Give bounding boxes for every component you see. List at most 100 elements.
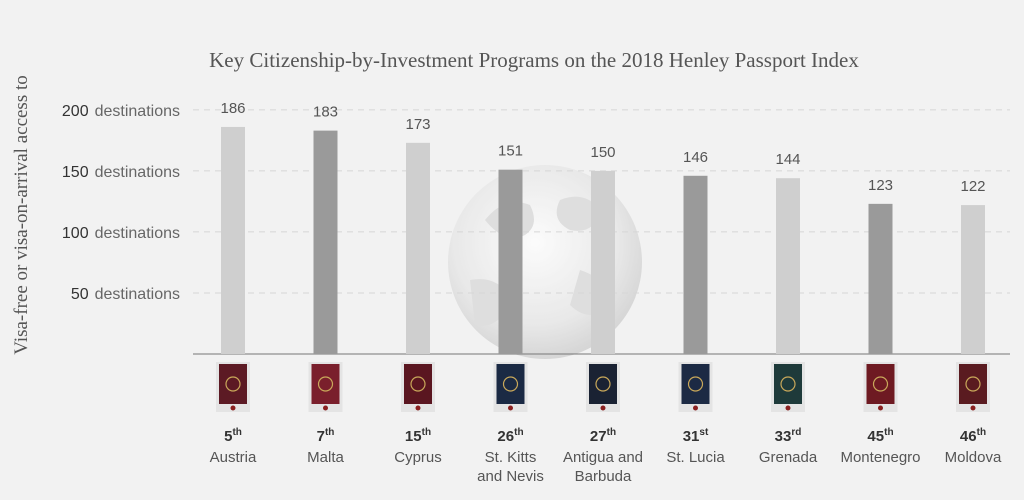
- passport-cover: [311, 364, 340, 404]
- country-label: and Nevis: [477, 468, 544, 485]
- y-tick-label: 100 destinations: [62, 225, 180, 242]
- rank-label: 5th: [224, 427, 242, 445]
- y-tick-value: 150: [62, 164, 89, 181]
- y-tick-unit: destinations: [95, 286, 180, 303]
- rank-number: 27: [590, 428, 607, 445]
- passport-icon: [401, 362, 435, 412]
- bar-value-label: 122: [960, 178, 985, 195]
- rank-number: 5: [224, 428, 232, 445]
- y-axis-label: Visa-free or visa-on-arrival access to: [11, 75, 32, 355]
- passport-cover: [959, 364, 987, 404]
- passport-cover: [774, 364, 802, 404]
- country-label: Antigua and: [563, 449, 643, 466]
- country-label: Malta: [307, 449, 344, 466]
- y-tick-value: 50: [71, 286, 89, 303]
- rank-suffix: st: [699, 427, 709, 438]
- rank-suffix: th: [607, 427, 616, 438]
- passport-mark: [323, 405, 328, 411]
- rank-suffix: th: [422, 427, 431, 438]
- passport-icon: [863, 362, 898, 412]
- passport-emblem: [872, 376, 889, 392]
- passport-emblem: [502, 376, 519, 392]
- passport-icon: [586, 362, 620, 412]
- rank-suffix: th: [232, 427, 241, 438]
- rank-label: 27th: [590, 427, 616, 445]
- bar-value-label: 144: [775, 151, 800, 168]
- bar-value-label: 151: [498, 143, 523, 160]
- bar-value-label: 150: [590, 144, 615, 161]
- passport-emblem: [410, 376, 426, 392]
- rank-label: 31st: [683, 427, 709, 445]
- bar: [776, 178, 800, 354]
- bar-value-label: 123: [868, 177, 893, 194]
- y-tick-label: 50 destinations: [71, 286, 180, 303]
- bar: [313, 130, 338, 354]
- bar-value-label: 146: [683, 149, 708, 166]
- rank-label: 33rd: [775, 427, 802, 445]
- y-tick-label: 200 destinations: [62, 103, 180, 120]
- passport-emblem: [317, 376, 334, 392]
- passport-mark: [230, 405, 236, 411]
- passport-cover: [589, 364, 617, 404]
- rank-number: 31: [683, 428, 700, 445]
- bar-value-label: 173: [405, 116, 430, 133]
- passport-emblem: [225, 376, 241, 392]
- bars: 186 183 173 151 150 146 144 123 122: [220, 100, 986, 354]
- bar: [406, 142, 430, 354]
- y-tick-unit: destinations: [95, 225, 180, 242]
- passport-icon: [493, 362, 528, 412]
- bar: [868, 203, 893, 354]
- passport-icon: [956, 362, 990, 412]
- passport-mark: [785, 405, 791, 411]
- rank-suffix: th: [884, 427, 893, 438]
- y-axis-ticks: 50 destinations 100 destinations 150 destinat…: [62, 103, 180, 303]
- rank-label: 46th: [960, 427, 986, 445]
- rank-number: 46: [960, 428, 977, 445]
- passport-mark: [878, 405, 883, 411]
- country-label: Cyprus: [394, 449, 442, 466]
- passport-emblem: [780, 376, 796, 392]
- country-label: Austria: [210, 449, 257, 466]
- country-label: Moldova: [945, 449, 1002, 466]
- country-label: Grenada: [759, 449, 818, 466]
- passport-cover: [219, 364, 247, 404]
- country-label: St. Lucia: [666, 449, 725, 466]
- y-tick-label: 150 destinations: [62, 164, 180, 181]
- passport-emblem: [595, 376, 611, 392]
- rank-number: 26: [497, 428, 514, 445]
- y-tick-unit: destinations: [95, 103, 180, 120]
- rank-number: 15: [405, 428, 422, 445]
- passport-mark: [693, 405, 698, 411]
- passport-emblem: [965, 376, 981, 392]
- passport-mark: [508, 405, 513, 411]
- passport-icon: [216, 362, 250, 412]
- rank-suffix: th: [325, 427, 334, 438]
- rank-label: 7th: [317, 427, 335, 445]
- passport-icon: [678, 362, 713, 412]
- passport-images: [216, 362, 990, 412]
- passport-cover: [681, 364, 710, 404]
- passport-icon: [308, 362, 343, 412]
- bar: [683, 175, 708, 354]
- bar: [221, 126, 245, 354]
- rank-label: 45th: [867, 427, 893, 445]
- chart-title: Key Citizenship-by-Investment Programs o…: [209, 48, 859, 72]
- country-label: Montenegro: [840, 449, 920, 466]
- y-tick-value: 200: [62, 103, 89, 120]
- y-tick-value: 100: [62, 225, 89, 242]
- rank-suffix: th: [514, 427, 523, 438]
- passport-cover: [496, 364, 525, 404]
- y-tick-unit: destinations: [95, 164, 180, 181]
- rank-label: 15th: [405, 427, 431, 445]
- bar-value-label: 183: [313, 104, 338, 121]
- passport-cover: [404, 364, 432, 404]
- bar: [961, 205, 985, 354]
- rank-number: 45: [867, 428, 884, 445]
- bar: [591, 170, 615, 354]
- rank-number: 7: [317, 428, 325, 445]
- bar-value-label: 186: [220, 100, 245, 117]
- rank-suffix: th: [977, 427, 986, 438]
- passport-mark: [415, 405, 421, 411]
